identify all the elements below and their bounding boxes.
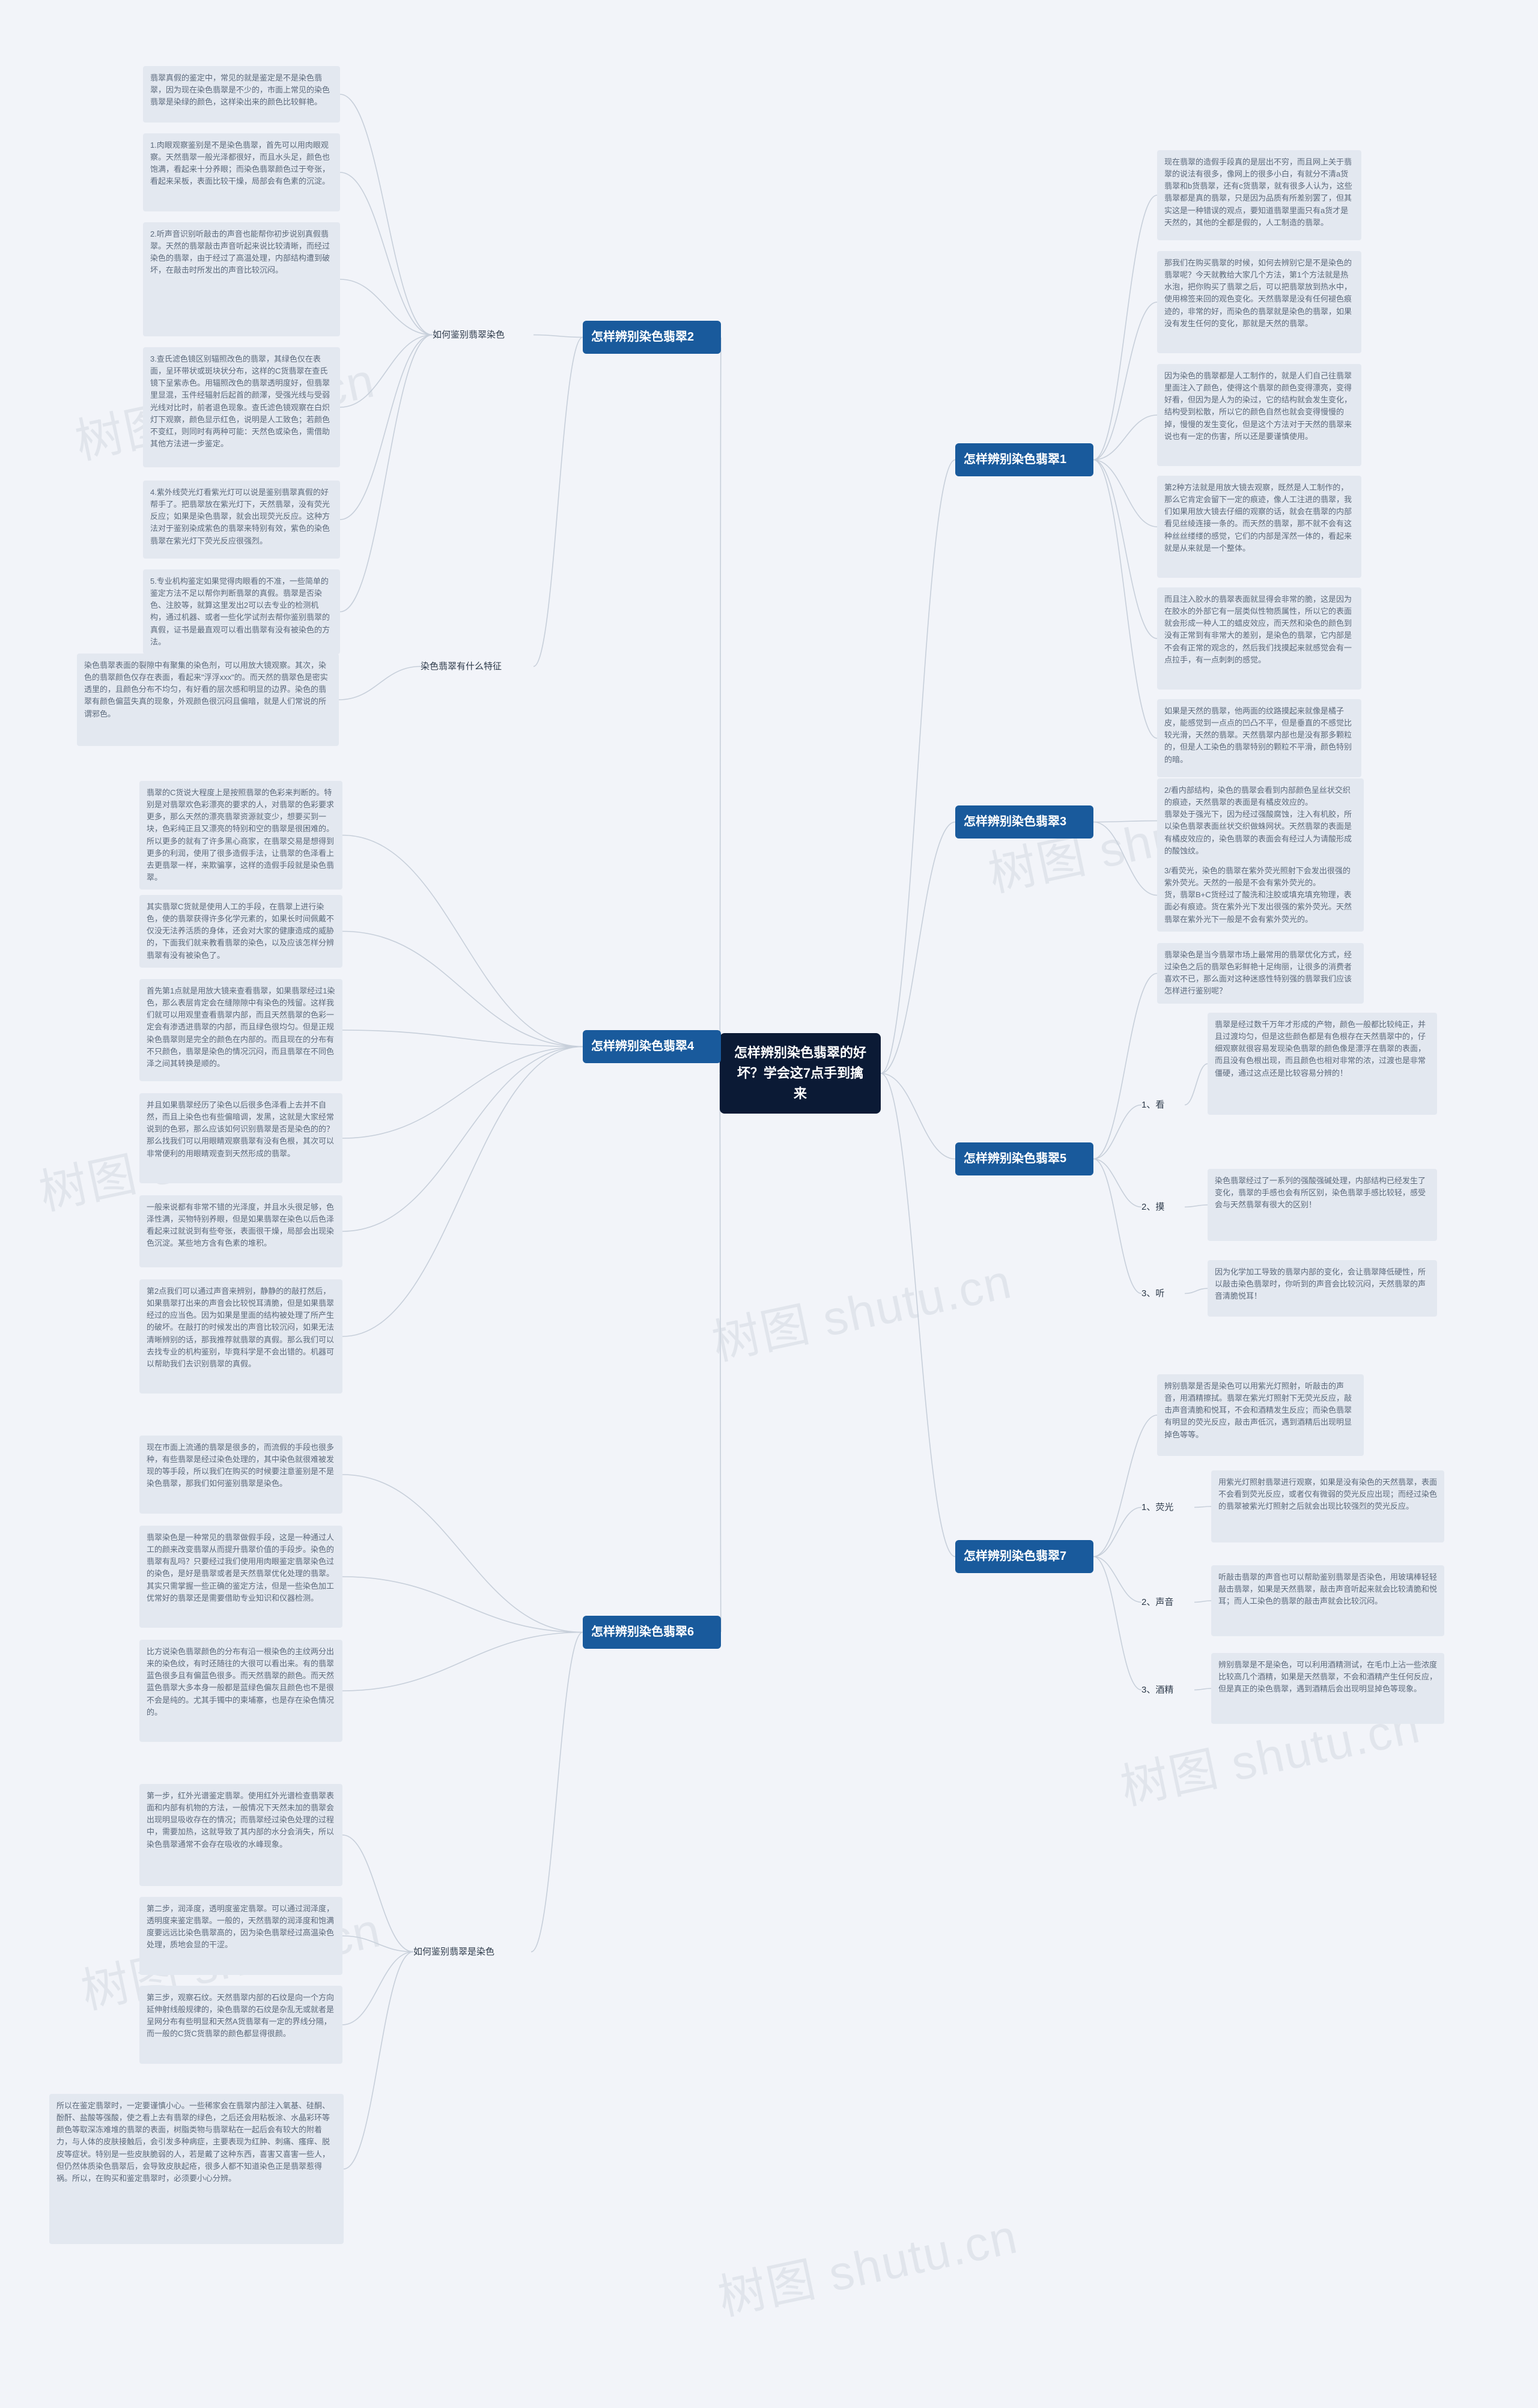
mindmap-branch: 怎样辨别染色翡翠6 [583, 1616, 721, 1649]
mindmap-leaf: 一般来说都有非常不错的光泽度，并且水头很足够，色泽性满，买物特别养眼，但是如果翡… [139, 1195, 342, 1267]
mindmap-leaf: 2/看内部结构，染色的翡翠会看到内部颜色呈丝状交织的痕迹，天然翡翠的表面是有橘皮… [1157, 778, 1364, 863]
mindmap-leaf: 5.专业机构鉴定如果觉得肉眼看的不准，一些简单的鉴定方法不足以帮你判断翡翠的真假… [143, 569, 340, 654]
mindmap-leaf: 所以在鉴定翡翠时，一定要谨慎小心。一些稀家会在翡翠内部注入氧基、硅酮、酚酐、盐酸… [49, 2094, 344, 2244]
mindmap-branch: 怎样辨别染色翡翠7 [955, 1540, 1093, 1573]
mindmap-leaf: 2.听声音识别听敲击的声音也能帮你初步说别真假翡翠。天然的翡翠敲击声音听起来说比… [143, 222, 340, 336]
mindmap-leaf: 并且如果翡翠经历了染色以后很多色泽看上去并不自然，而且上染色也有些偏暗调，发黑，… [139, 1093, 342, 1183]
mindmap-leaf: 翡翠染色是一种常见的翡翠做假手段，这是一种通过人工的颜来改变翡翠从而提升翡翠价值… [139, 1526, 342, 1628]
mindmap-leaf: 听敲击翡翠的声音也可以帮助鉴别翡翠是否染色，用玻璃棒轻轻敲击翡翠，如果是天然翡翠… [1211, 1565, 1444, 1636]
mindmap-sub: 染色翡翠有什么特征 [421, 660, 533, 673]
mindmap-leaf: 因为化学加工导致的翡翠内部的变化，会让翡翠降低硬性，所以敲击染色翡翠时，你听到的… [1208, 1260, 1437, 1317]
mindmap-leaf: 翡翠是经过数千万年才形成的产物，颜色一般都比较纯正，并且过渡均匀，但是这些颜色都… [1208, 1013, 1437, 1115]
mindmap-leaf: 翡翠真假的鉴定中，常见的就是鉴定是不是染色翡翠，因为现在染色翡翠是不少的，市面上… [143, 66, 340, 123]
mindmap-leaf: 3.查氏滤色镜区别辐照改色的翡翠，其绿色仅在表面，呈环带状或斑块状分布，这样的C… [143, 347, 340, 467]
mindmap-branch: 怎样辨别染色翡翠1 [955, 443, 1093, 476]
mindmap-leaf: 第二步，润泽度，透明度鉴定翡翠。可以通过润泽度，透明度来鉴定翡翠。一般的，天然翡… [139, 1897, 342, 1975]
mindmap-sub: 3、听 [1141, 1287, 1185, 1300]
mindmap-leaf: 4.紫外线荧光灯看紫光灯可以说是鉴别翡翠真假的好帮手了。把翡翠放在紫光灯下，天然… [143, 481, 340, 559]
mindmap-sub: 1、看 [1141, 1098, 1185, 1112]
watermark: 树图 shutu.cn [705, 1243, 1017, 1374]
mindmap-sub: 3、酒精 [1141, 1683, 1194, 1697]
mindmap-branch: 怎样辨别染色翡翠4 [583, 1030, 721, 1063]
mindmap-branch: 怎样辨别染色翡翠5 [955, 1142, 1093, 1175]
mindmap-leaf: 染色翡翠表面的裂隙中有聚集的染色剂，可以用放大镜观察。其次，染色的翡翠颜色仅存在… [77, 654, 339, 746]
mindmap-sub: 2、摸 [1141, 1200, 1185, 1214]
mindmap-leaf: 3/看荧光，染色的翡翠在紫外荧光照射下会发出很强的紫外荧光。天然的一般是不会有紫… [1157, 859, 1364, 932]
mindmap-leaf: 辨别翡翠是否是染色可以用紫光灯照射，听敲击的声音，用酒精擦拭。翡翠在紫光灯照射下… [1157, 1374, 1364, 1456]
mindmap-sub: 2、声音 [1141, 1595, 1194, 1609]
mindmap-leaf: 其实翡翠C货就是使用人工的手段，在翡翠上进行染色，使的翡翠获得许多化学元素的，如… [139, 895, 342, 968]
watermark: 树图 shutu.cn [711, 2198, 1023, 2329]
mindmap-leaf: 翡翠染色是当今翡翠市场上最常用的翡翠优化方式，经过染色之后的翡翠色彩鲜艳十足绚丽… [1157, 943, 1364, 1004]
mindmap-leaf: 染色翡翠经过了一系列的强酸强碱处理，内部结构已经发生了变化，翡翠的手感也会有所区… [1208, 1169, 1437, 1241]
mindmap-sub: 如何鉴别翡翠是染色 [413, 1945, 531, 1959]
mindmap-leaf: 第一步，红外光谱鉴定翡翠。使用红外光谱检查翡翠表面和内部有机物的方法，一般情况下… [139, 1784, 342, 1886]
mindmap-leaf: 而且注入胶水的翡翠表面就显得会非常的脆，这是因为在胶水的外部它有一层类似性物质属… [1157, 587, 1361, 690]
mindmap-leaf: 第三步，观察石纹。天然翡翠内部的石纹是向一个方向延伸射线般规律的，染色翡翠的石纹… [139, 1986, 342, 2064]
mindmap-leaf: 辨别翡翠是不是染色，可以利用酒精测试，在毛巾上沾一些浓度比较高几个酒精，如果是天… [1211, 1653, 1444, 1724]
mindmap-leaf: 翡翠的C货说大程度上是按照翡翠的色彩来判断的。特别是对翡翠欢色彩漂亮的要求的人，… [139, 781, 342, 890]
mindmap-branch: 怎样辨别染色翡翠3 [955, 805, 1093, 839]
mindmap-leaf: 第2点我们可以通过声音来辨别，静静的的敲打然后，如果翡翠打出来的声音会比较悦耳清… [139, 1279, 342, 1394]
mindmap-branch: 怎样辨别染色翡翠2 [583, 321, 721, 354]
mindmap-leaf: 现在翡翠的造假手段真的是层出不穷，而且网上关于翡翠的说法有很多，像网上的很多小白… [1157, 150, 1361, 240]
mindmap-leaf: 现在市面上流通的翡翠是很多的，而流假的手段也很多种，有些翡翠是经过染色处理的，其… [139, 1436, 342, 1514]
mindmap-leaf: 如果是天然的翡翠，他两面的纹路摸起来就像是橘子皮，能感觉到一点点的凹凸不平，但是… [1157, 699, 1361, 777]
mindmap-leaf: 用紫光灯照射翡翠进行观察，如果是没有染色的天然翡翠，表面不会看到荧光反应，或者仅… [1211, 1470, 1444, 1542]
mindmap-leaf: 因为染色的翡翠都是人工制作的，就是人们自己往翡翠里面注入了颜色，使得这个翡翠的颜… [1157, 364, 1361, 466]
mindmap-leaf: 1.肉眼观察鉴别是不是染色翡翠，首先可以用肉眼观察。天然翡翠一般光泽都很好，而且… [143, 133, 340, 211]
mindmap-sub: 如何鉴别翡翠染色 [433, 328, 533, 342]
mindmap-leaf: 首先第1点就是用放大镜来查看翡翠，如果翡翠经过1染色，那么表层肯定会在缝隙隙中有… [139, 979, 342, 1081]
mindmap-sub: 1、荧光 [1141, 1500, 1194, 1514]
mindmap-leaf: 那我们在购买翡翠的时候，如何去辨别它是不是染色的翡翠呢？今天就教给大家几个方法，… [1157, 251, 1361, 353]
mindmap-root: 怎样辨别染色翡翠的好坏？学会这7点手到擒来 [720, 1033, 881, 1114]
mindmap-leaf: 比方说染色翡翠颜色的分布有沿一根染色的主纹两分出来的染色纹，有时还随往的大很可以… [139, 1640, 342, 1742]
mindmap-leaf: 第2种方法就是用放大镜去观察，既然是人工制作的，那么它肯定会留下一定的痕迹，像人… [1157, 476, 1361, 578]
